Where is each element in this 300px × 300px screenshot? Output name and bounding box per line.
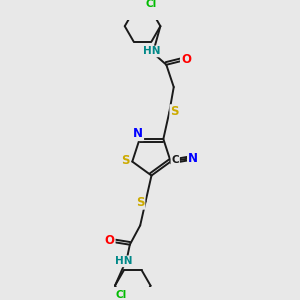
Text: S: S bbox=[170, 105, 179, 118]
Text: S: S bbox=[136, 196, 145, 209]
Text: N: N bbox=[188, 152, 198, 164]
Text: HN: HN bbox=[115, 256, 133, 266]
Text: Cl: Cl bbox=[115, 290, 127, 300]
Text: O: O bbox=[181, 53, 191, 66]
Text: Cl: Cl bbox=[146, 0, 157, 9]
Text: O: O bbox=[105, 234, 115, 247]
Text: HN: HN bbox=[143, 46, 160, 56]
Text: S: S bbox=[122, 154, 130, 167]
Text: N: N bbox=[133, 127, 143, 140]
Text: C: C bbox=[171, 155, 179, 165]
